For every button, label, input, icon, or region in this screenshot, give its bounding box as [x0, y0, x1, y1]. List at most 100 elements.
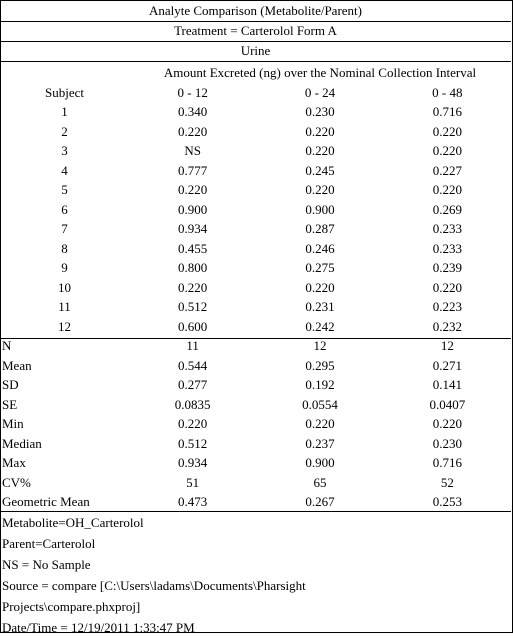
stat-row: CV% 51 65 52 [0, 473, 511, 493]
stat-row: Max 0.934 0.900 0.716 [0, 453, 511, 473]
stat-row-label: Min [2, 416, 24, 431]
table-cell: 0.227 [432, 162, 462, 178]
stat-row: SE 0.0835 0.0554 0.0407 [0, 395, 511, 415]
table-cell: 0.800 [178, 260, 208, 275]
table-cell: 0.220 [432, 123, 462, 139]
subject-row-label: 9 [61, 260, 68, 275]
stat-row: Min 0.220 0.220 0.220 [0, 414, 511, 434]
table-cell: 0.246 [305, 240, 335, 256]
table-cell: 0.900 [305, 201, 335, 217]
subject-row: 11 0.512 0.231 0.223 [0, 297, 511, 317]
footnotes: Metabolite=OH_Carterolol Parent=Carterolo… [2, 512, 306, 638]
table-cell: 0.777 [178, 162, 208, 178]
table-cell: 0.220 [178, 182, 208, 197]
table-cell: 0.220 [305, 416, 335, 431]
table-cell: 0.245 [305, 162, 335, 178]
table-cell: 0.220 [432, 279, 462, 295]
results-table: Amount Excreted (ng) over the Nominal Co… [0, 63, 511, 512]
table-cell: 0.287 [305, 221, 335, 236]
column-header-0-24: 0 - 24 [304, 84, 336, 100]
table-cell: 0.512 [178, 299, 208, 314]
matrix-label: Urine [240, 43, 271, 58]
footnote-line: NS = No Sample [2, 557, 91, 572]
subject-row: 5 0.220 0.220 0.220 [0, 180, 511, 200]
group-header-row: Amount Excreted (ng) over the Nominal Co… [0, 63, 511, 83]
stat-row: N 11 12 12 [0, 336, 511, 356]
subject-row-label: 12 [58, 318, 71, 334]
stat-row-label: Median [2, 435, 42, 451]
subject-row: 3 NS 0.220 0.220 [0, 141, 511, 161]
table-cell: 0.220 [178, 279, 208, 295]
footnote-line: Parent=Carterolol [2, 536, 96, 551]
table-cell: 0.141 [432, 377, 462, 392]
column-header-row: Subject 0 - 12 0 - 24 0 - 48 [0, 83, 511, 103]
table-cell: 0.275 [305, 260, 335, 275]
subject-row-label: 10 [58, 279, 71, 295]
stat-row-label: Max [2, 455, 26, 470]
table-cell: 0.233 [432, 221, 462, 236]
table-cell: 0.231 [305, 299, 335, 314]
table-cell: 0.253 [432, 494, 462, 509]
stat-row: Geometric Mean 0.473 0.267 0.253 [0, 492, 511, 512]
table-cell: 0.220 [178, 416, 208, 431]
table-cell: 0.934 [178, 455, 208, 470]
table-cell: 0.269 [432, 201, 462, 217]
subject-row: 1 0.340 0.230 0.716 [0, 102, 511, 122]
table-cell: 0.232 [432, 318, 462, 334]
table-cell: 0.230 [432, 435, 462, 451]
table-cell: 12 [313, 338, 327, 353]
report-title: Analyte Comparison (Metabolite/Parent) [148, 3, 362, 18]
subject-row-label: 7 [61, 221, 68, 236]
stat-row: Median 0.512 0.237 0.230 [0, 434, 511, 454]
table-cell: 0.239 [432, 260, 462, 275]
stat-row-label: CV% [2, 474, 31, 490]
table-cell: 0.455 [178, 240, 208, 256]
table-cell: 0.220 [305, 123, 335, 139]
subject-row-label: 6 [61, 201, 68, 217]
subject-row: 2 0.220 0.220 0.220 [0, 122, 511, 142]
column-header-subject: Subject [45, 84, 84, 100]
table-cell: 0.900 [178, 201, 208, 217]
table-cell: 0.295 [305, 357, 335, 373]
footnote-line: Metabolite=OH_Carterolol [2, 515, 144, 530]
divider [0, 21, 511, 22]
table-cell: 0.0407 [429, 396, 466, 412]
subject-row-label: 2 [61, 123, 68, 139]
table-cell: 0.220 [305, 279, 335, 295]
divider [0, 61, 511, 62]
table-cell: 52 [440, 474, 454, 490]
stat-row: Mean 0.544 0.295 0.271 [0, 356, 511, 376]
table-cell: 0.233 [432, 240, 462, 256]
column-header-0-48: 0 - 48 [432, 84, 463, 100]
table-cell: 0.220 [432, 143, 462, 158]
column-header-0-12: 0 - 12 [177, 84, 208, 100]
subject-row: 7 0.934 0.287 0.233 [0, 219, 511, 239]
table-cell: 11 [186, 338, 199, 353]
subject-row-label: 3 [61, 143, 68, 158]
table-cell: 0.267 [305, 494, 335, 509]
divider [0, 338, 511, 339]
subject-row: 8 0.455 0.246 0.233 [0, 239, 511, 259]
table-cell: NS [184, 143, 201, 158]
table-cell: 0.220 [305, 143, 335, 158]
subject-row: 9 0.800 0.275 0.239 [0, 258, 511, 278]
subject-row-label: 4 [61, 162, 68, 178]
subject-row: 6 0.900 0.900 0.269 [0, 200, 511, 220]
footnote-line: Date/Time = 12/19/2011 1:33:47 PM [2, 620, 195, 635]
table-cell: 0.340 [178, 104, 208, 119]
subject-row-label: 11 [58, 299, 71, 314]
table-cell: 0.220 [305, 182, 335, 197]
subject-row: 10 0.220 0.220 0.220 [0, 278, 511, 298]
stat-row: SD 0.277 0.192 0.141 [0, 375, 511, 395]
table-cell: 0.220 [432, 182, 462, 197]
table-cell: 0.242 [305, 318, 335, 334]
table-cell: 0.544 [178, 357, 208, 373]
table-cell: 0.0554 [302, 396, 338, 412]
stat-row-label: SE [2, 396, 18, 412]
stat-row-label: Mean [2, 357, 32, 373]
table-cell: 0.230 [305, 104, 335, 119]
subject-row: 12 0.600 0.242 0.232 [0, 317, 511, 337]
footnote-line: Projects\compare.phxproj] [2, 599, 141, 614]
subject-row-label: 5 [61, 182, 68, 197]
treatment-label: Treatment = Carterolol Form A [174, 23, 337, 38]
